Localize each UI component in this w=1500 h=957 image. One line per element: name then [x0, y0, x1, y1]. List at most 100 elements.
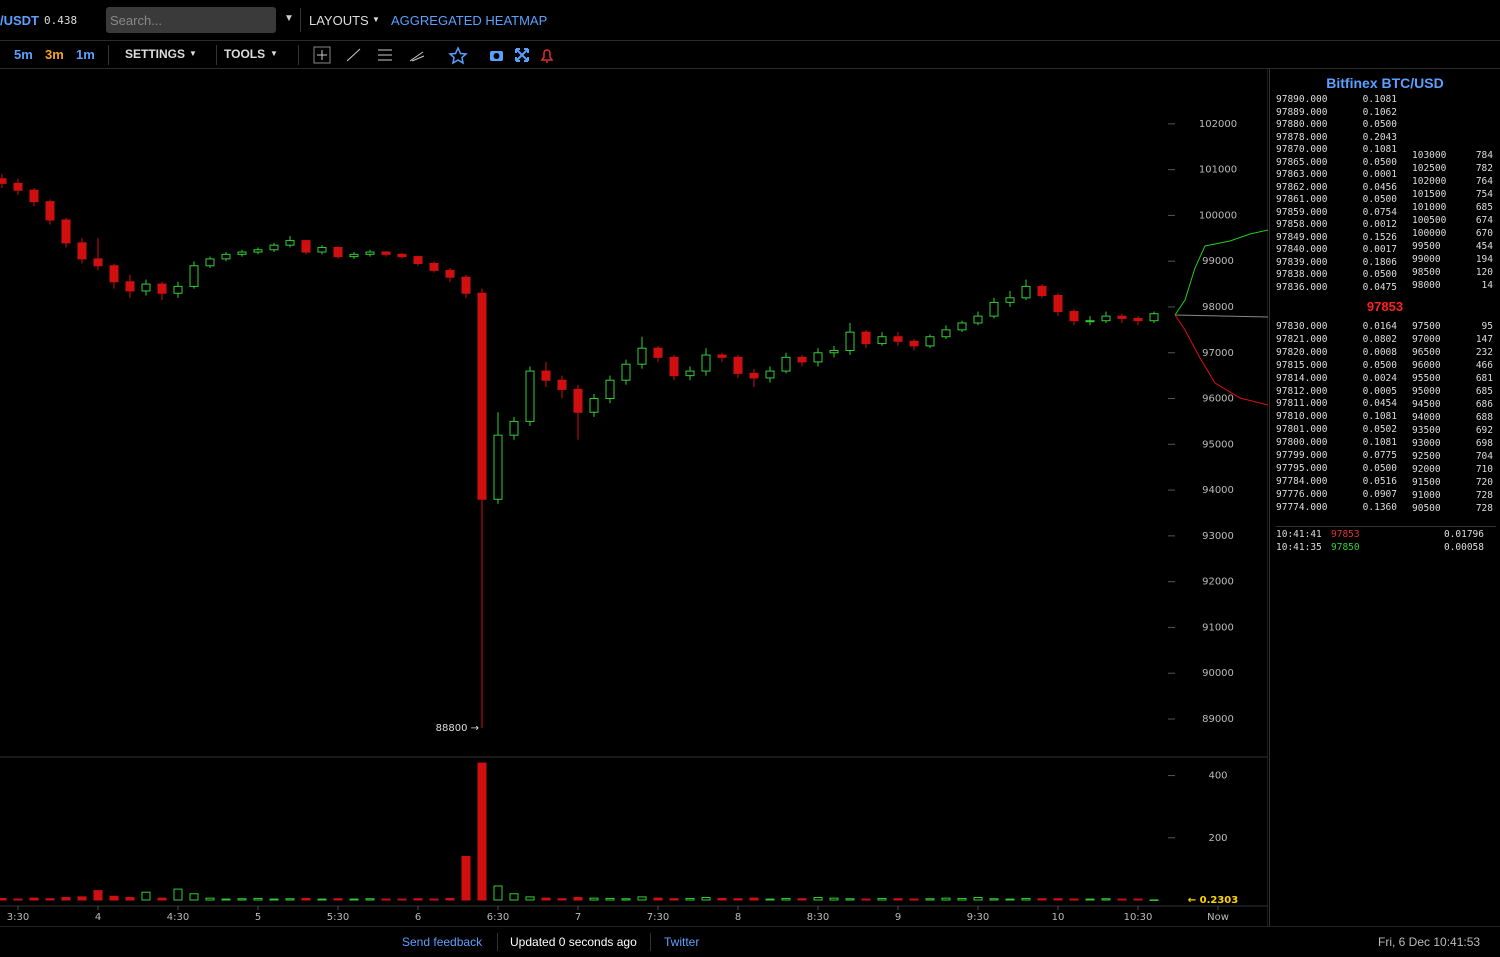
- candle-body: [77, 242, 87, 260]
- volume-bar: [1005, 898, 1015, 901]
- candle-body: [669, 356, 679, 377]
- ask-level-price: 99000: [1412, 254, 1441, 265]
- bid-price: 97795.000: [1276, 462, 1328, 474]
- candle-body: [1149, 313, 1159, 322]
- search-dropdown[interactable]: ▼: [284, 13, 294, 24]
- layouts-menu[interactable]: LAYOUTS: [309, 13, 369, 28]
- candle-body: [109, 265, 119, 283]
- ask-level-price: 101500: [1412, 189, 1447, 200]
- low-annotation: 88800 →: [436, 723, 479, 734]
- timeframe[interactable]: 3m: [45, 47, 64, 62]
- ask-price: 97865.000: [1276, 156, 1328, 168]
- candle-body: [221, 253, 231, 260]
- y-tick-label: 91000: [1202, 622, 1234, 633]
- ask-level-price: 102000: [1412, 176, 1447, 187]
- fullscreen-tool[interactable]: [515, 48, 529, 62]
- ask-level-price: 98500: [1412, 267, 1441, 278]
- bid-level-total: 686: [1475, 399, 1493, 410]
- alert-tool[interactable]: [540, 49, 554, 63]
- y-tick-label: 100000: [1199, 210, 1237, 221]
- tool-icons: [313, 46, 554, 65]
- line-tool[interactable]: [346, 48, 361, 62]
- candle-body: [1053, 295, 1063, 313]
- bid-size: 0.0454: [1362, 398, 1397, 410]
- timeframe[interactable]: 1m: [76, 47, 95, 62]
- x-tick-label: 10:30: [1124, 912, 1153, 923]
- fib-tool[interactable]: [409, 51, 425, 62]
- x-tick-label: 7: [575, 912, 581, 923]
- y-tick-label: 101000: [1199, 165, 1237, 176]
- volume-bar: [861, 898, 871, 901]
- volume-bar: [1053, 898, 1063, 901]
- ask-price: 97849.000: [1276, 231, 1328, 243]
- bid-price: 97814.000: [1276, 372, 1328, 384]
- bid-level-price: 93500: [1412, 425, 1441, 436]
- bid-price: 97830.000: [1276, 321, 1328, 332]
- volume-bar: [205, 897, 215, 901]
- hline-tool[interactable]: [378, 49, 392, 61]
- settings-menu[interactable]: SETTINGS: [125, 47, 186, 61]
- volume-bar: [493, 885, 503, 901]
- ask-size: 0.0500: [1362, 269, 1397, 280]
- feedback-link[interactable]: Send feedback: [402, 935, 483, 949]
- bid-price: 97820.000: [1276, 346, 1328, 358]
- candle-body: [1005, 297, 1015, 303]
- bid-level-total: 147: [1475, 334, 1493, 345]
- candle-body: [973, 315, 983, 324]
- candle-body: [845, 331, 855, 351]
- symbol-value: 0.438: [44, 14, 78, 27]
- crosshair-tool[interactable]: [313, 46, 331, 64]
- volume-bar: [605, 897, 615, 901]
- search-placeholder: Search...: [110, 13, 163, 28]
- volume-bar: [461, 855, 471, 901]
- bid-price: 97801.000: [1276, 424, 1328, 436]
- volume-bar: [941, 897, 951, 901]
- twitter-link[interactable]: Twitter: [664, 935, 700, 949]
- timeframe[interactable]: 5m: [14, 47, 33, 62]
- volume-bar: [829, 897, 839, 901]
- volume-bar: [509, 893, 519, 901]
- favorite-tool[interactable]: [448, 46, 468, 65]
- tools-menu[interactable]: TOOLS: [224, 47, 266, 61]
- volume-bar: [701, 897, 711, 901]
- volume-bar: [797, 898, 807, 901]
- volume-bar: [349, 898, 359, 901]
- bid-level-price: 96500: [1412, 347, 1441, 358]
- candle-body: [989, 301, 999, 317]
- x-tick-label: 7:30: [647, 912, 669, 923]
- ask-size: 0.0500: [1362, 156, 1397, 168]
- volume-bar: [1101, 898, 1111, 901]
- bid-level-price: 97000: [1412, 334, 1441, 345]
- bid-level-total: 720: [1475, 477, 1493, 488]
- bid-level-total: 698: [1475, 438, 1493, 449]
- candle-body: [829, 349, 839, 354]
- volume-bar: [957, 897, 967, 901]
- bid-level-price: 95500: [1412, 373, 1441, 384]
- candle-body: [813, 352, 823, 363]
- symbol[interactable]: /USDT: [0, 13, 39, 28]
- x-tick-label: 5: [255, 912, 261, 923]
- search-box[interactable]: Search...: [106, 7, 276, 33]
- volume-bar: [397, 898, 407, 901]
- candle-body: [861, 331, 871, 345]
- volume-bar: [93, 890, 103, 901]
- x-tick-label: Now: [1207, 912, 1229, 923]
- candle-body: [45, 201, 55, 221]
- bid-level-total: 466: [1475, 360, 1493, 371]
- volume-bar: [189, 893, 199, 901]
- x-tick-label: 10: [1052, 912, 1065, 923]
- separator: [497, 933, 498, 951]
- ask-size: 0.1081: [1362, 144, 1397, 155]
- bid-level-price: 95000: [1412, 386, 1441, 397]
- update-status: Updated 0 seconds ago: [510, 935, 637, 949]
- ask-size: 0.0001: [1362, 169, 1397, 180]
- candle-body: [1085, 320, 1095, 323]
- ask-level-total: 754: [1475, 189, 1493, 200]
- separator: [650, 933, 651, 951]
- bid-level-total: 95: [1481, 321, 1493, 332]
- heatmap-link[interactable]: AGGREGATED HEATMAP: [391, 13, 548, 28]
- ask-size: 0.1081: [1362, 94, 1397, 105]
- trade-price: 97850: [1331, 542, 1360, 553]
- ask-price: 97878.000: [1276, 131, 1328, 143]
